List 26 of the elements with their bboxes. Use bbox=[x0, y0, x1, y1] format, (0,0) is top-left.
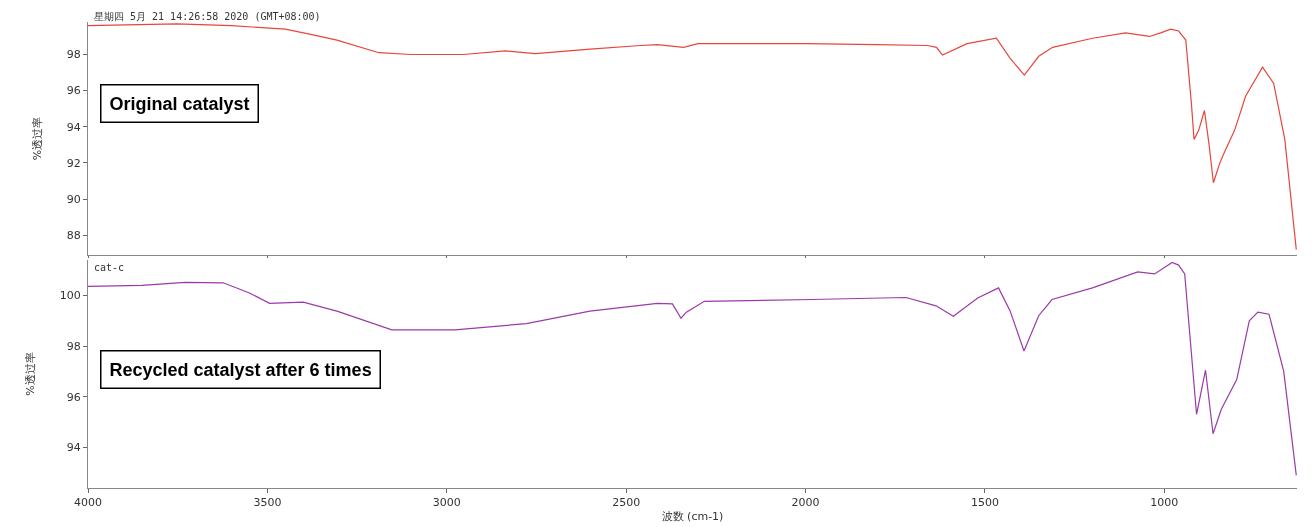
y-tick-label: 94 bbox=[66, 441, 81, 455]
y-tick-label: 96 bbox=[66, 84, 81, 98]
x-tick-label: 1500 bbox=[970, 496, 999, 510]
y-tick-label: 96 bbox=[66, 390, 81, 404]
x-tick-label: 1000 bbox=[1150, 496, 1179, 510]
x-axis-title: 波数 (cm-1) bbox=[661, 510, 724, 524]
y-tick-label: 94 bbox=[66, 120, 81, 134]
y-axis-title: %透过率 bbox=[31, 116, 45, 161]
x-tick-label: 2500 bbox=[612, 496, 641, 510]
x-tick-label: 3500 bbox=[253, 496, 282, 510]
annotation: Recycled catalyst after 6 times bbox=[109, 359, 372, 380]
y-tick-label: 92 bbox=[66, 156, 81, 170]
y-tick-label: 100 bbox=[59, 289, 81, 303]
y-tick-label: 98 bbox=[66, 48, 81, 62]
annotation: Original catalyst bbox=[109, 93, 250, 114]
y-tick-label: 88 bbox=[66, 228, 81, 242]
x-tick-label: 3000 bbox=[432, 496, 461, 510]
y-tick-label: 98 bbox=[66, 339, 81, 353]
y-axis-title: %透过率 bbox=[24, 352, 38, 396]
line-series bbox=[88, 23, 1297, 251]
text: 星期四 5月 21 14:26:58 2020 (GMT+08:00) bbox=[94, 11, 321, 22]
line-series bbox=[88, 261, 1297, 476]
x-tick-label: 4000 bbox=[74, 496, 102, 510]
annotation: cat-c bbox=[94, 262, 125, 273]
y-tick-label: 90 bbox=[66, 192, 81, 206]
x-tick-label: 2000 bbox=[791, 496, 820, 510]
